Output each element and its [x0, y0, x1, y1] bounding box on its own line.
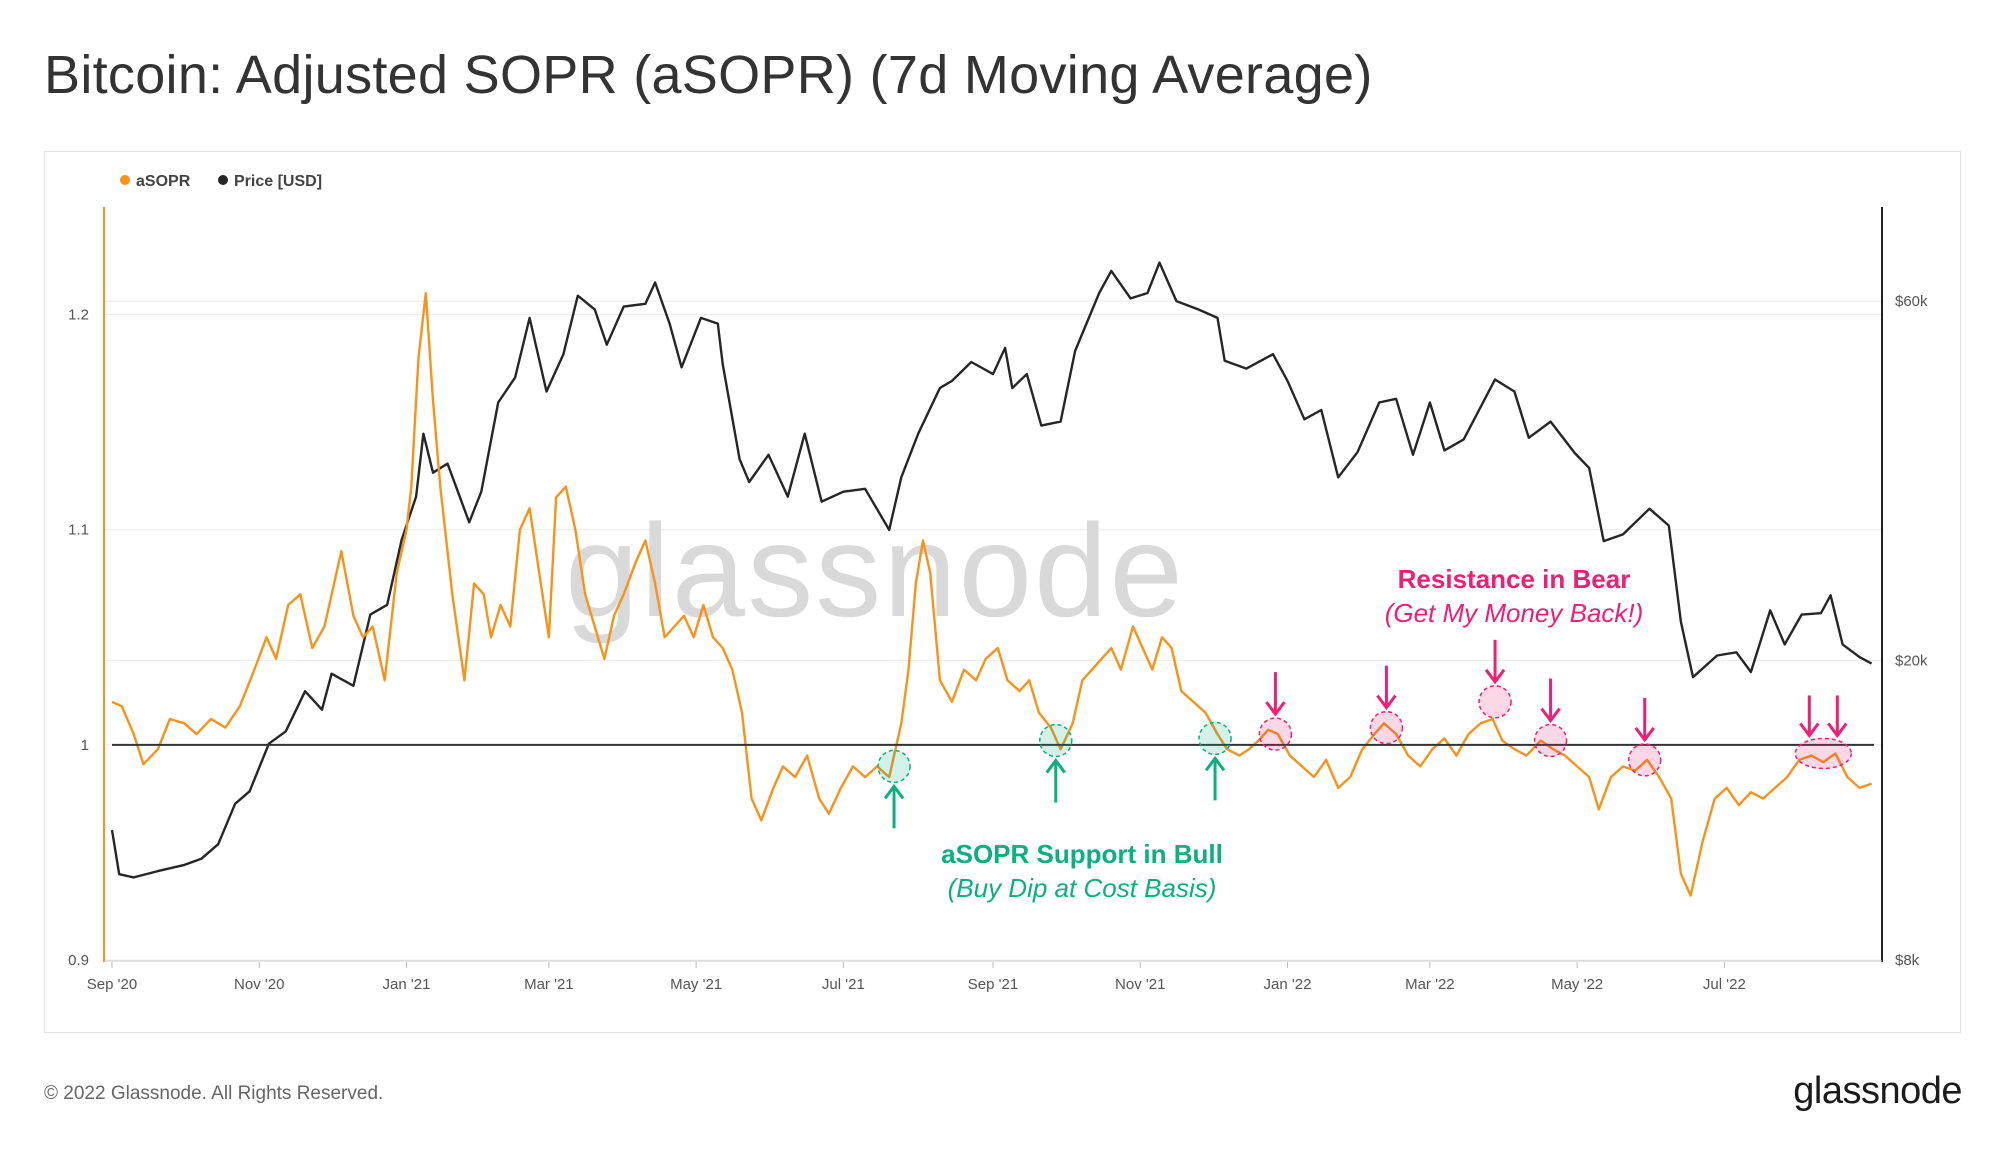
right-tick-label: $20k — [1895, 652, 1928, 669]
x-tick-label: Sep '20 — [87, 976, 137, 993]
support-annotation-title: aSOPR Support in Bull — [941, 839, 1223, 869]
chart: aSOPR Price [USD] glassnode Sep '20 Nov '… — [68, 173, 1928, 993]
resistance-circle — [1478, 685, 1512, 719]
watermark: glassnode — [565, 497, 1185, 644]
x-tick-label: Jan '21 — [383, 976, 431, 993]
left-tick-label: 1.1 — [68, 522, 89, 539]
right-tick-label: $8k — [1895, 952, 1920, 969]
x-tick-label: Nov '21 — [1115, 976, 1165, 993]
support-arrow-head — [883, 783, 905, 800]
x-tick-label: Jan '22 — [1264, 976, 1312, 993]
resistance-circle — [1258, 717, 1293, 751]
resistance-arrow-head — [1799, 722, 1820, 738]
x-tick-label: May '22 — [1551, 976, 1603, 993]
x-tick-label: Mar '21 — [524, 976, 574, 993]
support-arrow-head — [1045, 758, 1066, 774]
left-tick-label: 1 — [81, 737, 89, 754]
left-tick-label: 0.9 — [68, 952, 89, 969]
support-arrow-head — [1204, 755, 1226, 772]
page-title: Bitcoin: Adjusted SOPR (aSOPR) (7d Movin… — [44, 45, 1373, 105]
right-axis-ticks: $8k $20k $60k — [1895, 293, 1928, 969]
chart-container: aSOPR Price [USD] glassnode Sep '20 Nov '… — [44, 151, 1961, 1033]
right-tick-label: $60k — [1895, 293, 1928, 310]
x-tick-label: Mar '22 — [1405, 976, 1455, 993]
resistance-circle — [1627, 743, 1662, 777]
resistance-arrow-head — [1540, 707, 1561, 724]
x-tick-label: May '21 — [670, 976, 722, 993]
resistance-arrow-head — [1376, 694, 1397, 711]
support-annotation-subtitle: (Buy Dip at Cost Basis) — [948, 873, 1217, 903]
resistance-annotation-subtitle: (Get My Money Back!) — [1385, 598, 1644, 628]
resistance-arrow-head — [1634, 727, 1655, 743]
support-circle — [877, 749, 911, 784]
x-tick-label: Jul '22 — [1703, 976, 1746, 993]
support-circle — [1039, 723, 1073, 758]
asopr-series-line — [111, 291, 1873, 897]
legend-asopr-dot — [120, 175, 130, 185]
legend-asopr-label[interactable]: aSOPR — [136, 173, 191, 190]
legend-price-label[interactable]: Price [USD] — [234, 173, 322, 190]
resistance-circle — [1369, 710, 1404, 745]
resistance-circle — [1533, 723, 1568, 758]
x-tick-label: Nov '20 — [234, 976, 284, 993]
resistance-arrow-head — [1484, 668, 1506, 685]
footer-copyright: © 2022 Glassnode. All Rights Reserved. — [44, 1083, 384, 1104]
x-tick-label: Sep '21 — [968, 976, 1018, 993]
resistance-arrow-head — [1827, 722, 1848, 738]
resistance-circle — [1794, 737, 1853, 770]
x-tick-label: Jul '21 — [822, 976, 865, 993]
resistance-annotation-title: Resistance in Bear — [1398, 564, 1631, 594]
annotation-markers — [877, 639, 1853, 829]
left-axis-ticks: 0.9 1 1.1 1.2 — [68, 307, 89, 969]
x-axis-ticks: Sep '20 Nov '20 Jan '21 Mar '21 May '21 Jul '… — [87, 962, 1746, 993]
support-circle — [1198, 721, 1232, 756]
legend: aSOPR Price [USD] — [120, 173, 322, 190]
resistance-arrow-head — [1265, 701, 1286, 717]
footer-brand-logo: glassnode — [1793, 1070, 1962, 1112]
left-tick-label: 1.2 — [68, 307, 89, 324]
legend-price-dot — [218, 175, 228, 185]
